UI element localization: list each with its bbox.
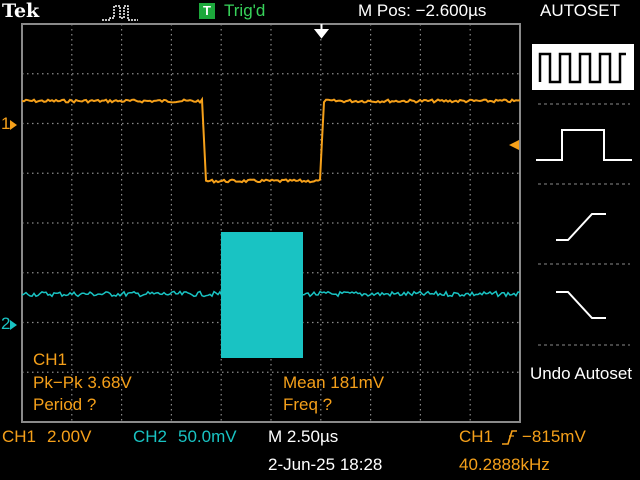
acquire-mode-icon	[102, 5, 138, 21]
ch2-ground-marker	[10, 320, 17, 330]
measure-channel: CH1	[33, 350, 68, 369]
undo-autoset-button[interactable]: Undo Autoset	[529, 364, 633, 383]
ch2-marker-label[interactable]: 2	[1, 314, 11, 333]
autoset-square-wave-button[interactable]	[532, 44, 634, 90]
ch1-ground-marker	[10, 120, 17, 130]
ch2-burst	[221, 232, 303, 358]
falling-edge-icon	[556, 291, 606, 319]
autoset-rising-edge-button[interactable]	[532, 204, 634, 250]
trigger-source: CH1	[459, 427, 494, 446]
measure-freq: Freq ?	[283, 395, 333, 414]
ch1-scale-label: CH1	[2, 427, 37, 446]
ch1-marker-label[interactable]: 1	[1, 114, 11, 133]
date-time: 2-Jun-25 18:28	[268, 455, 383, 474]
rising-slope-icon	[502, 430, 517, 445]
square-wave-icon	[538, 52, 626, 84]
pulse-icon	[536, 129, 632, 161]
autoset-menu-title: AUTOSET	[540, 1, 620, 20]
trigger-status: Trig'd	[224, 1, 266, 20]
trigger-position-marker	[313, 24, 330, 39]
autoset-pulse-button[interactable]	[532, 124, 634, 170]
brand-logo: Tek	[2, 0, 40, 22]
graticule-grid	[22, 24, 520, 422]
measure-pkpk: Pk−Pk 3.68V	[33, 373, 132, 392]
ch2-scale-label: CH2	[133, 427, 168, 446]
ch1-waveform	[21, 96, 521, 184]
measure-period: Period ?	[33, 395, 97, 414]
autoset-side-menu	[528, 40, 640, 420]
ch2-scale-value: 50.0mV	[178, 427, 237, 446]
rising-edge-icon	[556, 213, 606, 241]
measure-mean: Mean 181mV	[283, 373, 385, 392]
ch2-waveform	[21, 290, 521, 298]
trigger-frequency: 40.2888kHz	[459, 455, 550, 474]
horizontal-position: M Pos: −2.600µs	[358, 1, 487, 20]
autoset-falling-edge-button[interactable]	[532, 284, 634, 330]
ch1-scale-value: 2.00V	[47, 427, 92, 446]
trigger-level-marker	[509, 140, 519, 150]
timebase-value: M 2.50µs	[268, 427, 339, 446]
trigger-badge: T	[199, 3, 215, 19]
trigger-level-value: −815mV	[522, 427, 586, 446]
graticule-border	[21, 23, 521, 423]
